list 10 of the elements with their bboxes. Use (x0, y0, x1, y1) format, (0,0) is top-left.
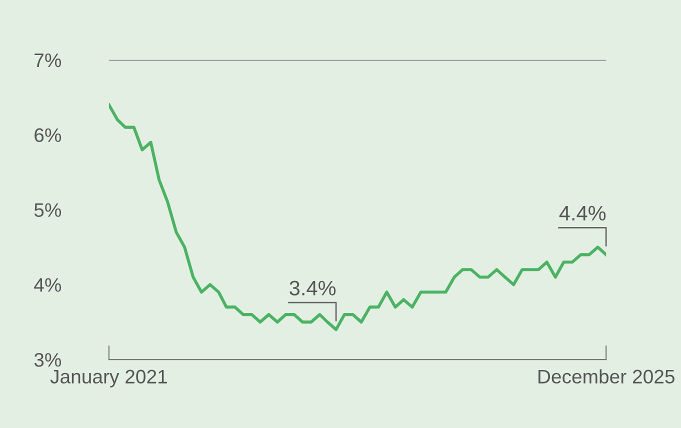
annotation: 4.4% (559, 206, 606, 220)
y-tick-label: 7% (34, 53, 62, 68)
x-tick-label: December 2025 (538, 369, 674, 384)
y-tick-label: 3% (34, 352, 62, 367)
y-tick-label: 6% (34, 128, 62, 142)
line-series (108, 103, 606, 332)
annotation: 3.4% (290, 280, 336, 296)
x-tick-label: January 2021 (50, 370, 167, 388)
y-tick-label: 5% (34, 203, 62, 217)
y-tick-label: 4% (34, 278, 62, 292)
